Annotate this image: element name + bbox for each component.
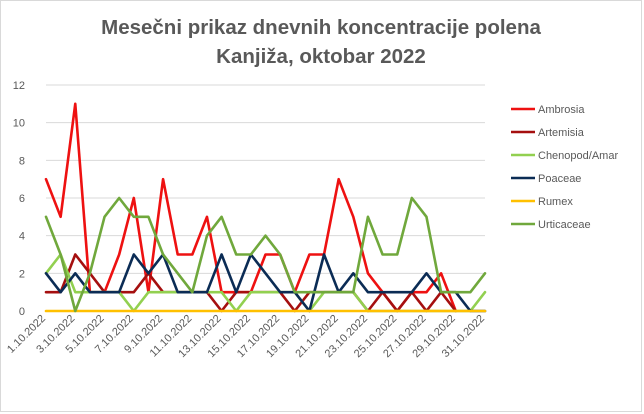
legend-label-urticaceae: Urticaceae xyxy=(538,219,591,231)
y-tick-label: 10 xyxy=(13,118,25,130)
gridlines xyxy=(46,84,485,312)
series-line-poaceae xyxy=(44,253,487,313)
y-tick-label: 6 xyxy=(19,193,25,205)
x-axis-ticks: 1.10.20223.10.20225.10.20227.10.20229.10… xyxy=(5,313,487,360)
series-lines xyxy=(44,102,487,313)
legend: Ambrosia Artemisia Chenopod/Amar Poaceae Rum… xyxy=(511,104,618,231)
legend-label-chenopod-amar: Chenopod/Amar xyxy=(538,150,618,162)
y-tick-label: 4 xyxy=(19,231,25,243)
legend-label-ambrosia: Ambrosia xyxy=(538,104,585,116)
legend-label-artemisia: Artemisia xyxy=(538,127,585,139)
y-tick-label: 0 xyxy=(19,306,25,318)
legend-label-rumex: Rumex xyxy=(538,196,573,208)
series-line-ambrosia xyxy=(44,102,458,313)
y-tick-label: 12 xyxy=(13,80,25,92)
chart-title-line-2: Kanjiža, oktobar 2022 xyxy=(216,45,426,68)
legend-label-poaceae: Poaceae xyxy=(538,173,581,185)
chart-title-line-1: Mesečni prikaz dnevnih koncentracije pol… xyxy=(101,16,541,39)
y-tick-label: 2 xyxy=(19,268,25,280)
series-line-urticaceae xyxy=(44,196,487,313)
y-tick-label: 8 xyxy=(19,155,25,167)
y-axis-ticks: 0 2 4 6 8 10 12 xyxy=(13,80,25,318)
